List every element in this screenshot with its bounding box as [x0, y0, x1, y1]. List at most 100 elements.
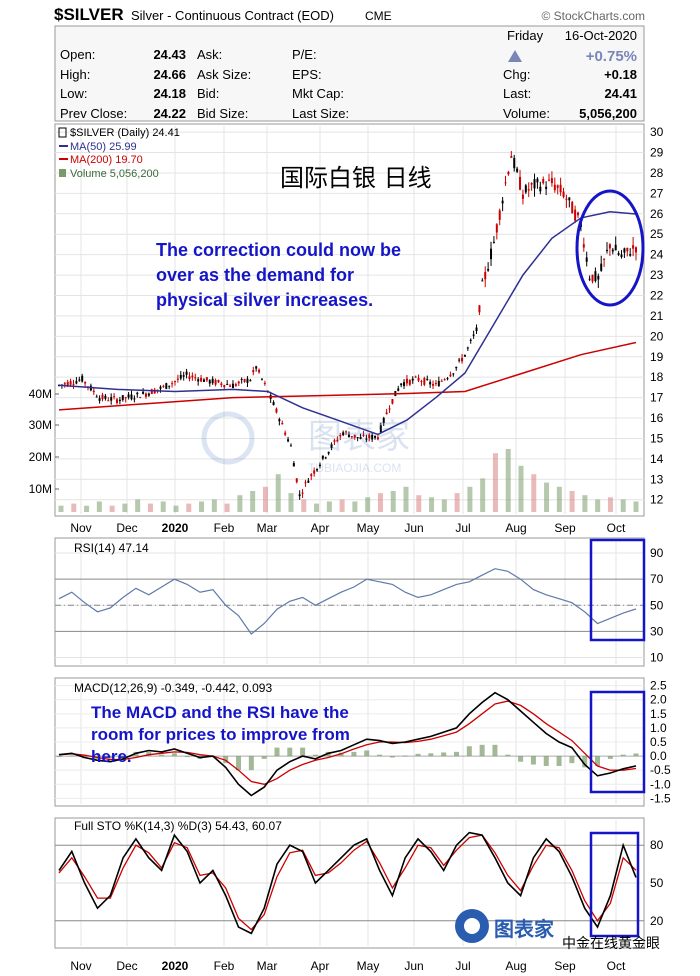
rsi-highlight-box	[589, 538, 646, 642]
macd-histogram-bar	[261, 756, 267, 759]
price-candle	[171, 383, 174, 385]
price-candle	[81, 375, 84, 382]
price-tick-20: 20	[650, 329, 664, 343]
price-candle	[345, 431, 348, 433]
legend-volume: Volume 5,056,200	[70, 168, 159, 180]
price-candle	[516, 168, 519, 172]
price-candle	[353, 434, 356, 438]
macd-histogram-bar	[69, 755, 75, 757]
price-candle	[632, 245, 635, 249]
price-candle	[603, 258, 606, 260]
price-tick-29: 29	[650, 146, 664, 160]
price-candle	[359, 437, 362, 439]
price-candle	[577, 212, 580, 216]
macd-histogram-bar	[543, 756, 549, 766]
volume-bar	[109, 505, 115, 512]
last-size-label: Last Size:	[292, 106, 349, 121]
price-candle	[292, 463, 295, 467]
price-candle	[571, 201, 574, 214]
price-candle	[437, 380, 440, 387]
volume-bar	[595, 499, 601, 512]
legend-price: $SILVER (Daily) 24.41	[70, 127, 180, 139]
price-candle	[272, 402, 275, 406]
volume-bar	[607, 497, 613, 512]
price-candle	[408, 379, 411, 385]
month-label-Nov: Nov	[70, 521, 91, 535]
correction-note-line1: The correction could now be	[156, 240, 401, 260]
price-tick-22: 22	[650, 288, 664, 302]
eps-label: EPS:	[292, 67, 322, 82]
volume-bar	[160, 501, 166, 512]
month-label-Feb: Feb	[214, 521, 235, 535]
prev-close-value: 24.22	[153, 106, 186, 121]
last-label: Last:	[503, 86, 531, 101]
price-candle	[382, 417, 385, 423]
volume-bar	[531, 474, 537, 512]
ma50-line	[58, 211, 637, 436]
volume-label: Volume:	[503, 106, 550, 121]
volume-bar	[480, 478, 486, 512]
prev-close-label: Prev Close:	[60, 106, 127, 121]
macd-note-line3: here.	[91, 747, 132, 766]
macd-histogram-bar	[236, 756, 242, 771]
price-candle	[156, 389, 159, 391]
month-label-Aug: Aug	[505, 521, 526, 535]
price-candle	[519, 176, 522, 190]
price-candle	[182, 375, 185, 377]
ask-label: Ask:	[197, 47, 222, 62]
svg-text:TUBIAOJIA.COM: TUBIAOJIA.COM	[308, 461, 401, 475]
price-candle	[484, 272, 487, 280]
price-candle	[420, 381, 423, 383]
price-candle	[147, 393, 150, 396]
price-candle	[562, 191, 565, 197]
price-candle	[289, 445, 292, 447]
macd-histogram-bar	[300, 747, 306, 757]
volume-bar	[301, 499, 307, 512]
price-candle	[339, 435, 342, 437]
rsi-tick-30: 30	[650, 624, 664, 638]
price-tick-27: 27	[650, 186, 664, 200]
price-candle	[472, 334, 475, 336]
chg-label: Chg:	[503, 67, 530, 82]
price-tick-17: 17	[650, 391, 664, 405]
macd-histogram-bar	[441, 752, 447, 757]
price-candle	[78, 379, 81, 381]
price-tick-24: 24	[650, 248, 664, 262]
macd-histogram-bar	[518, 756, 524, 762]
price-candle	[443, 379, 446, 381]
volume-bar	[135, 499, 141, 512]
month-label-bottom-Mar: Mar	[257, 959, 278, 973]
macd-histogram-bar	[274, 747, 280, 757]
price-tick-23: 23	[650, 268, 664, 282]
macd-histogram-bar	[287, 747, 293, 757]
macd-histogram-bar	[364, 750, 370, 757]
price-candle	[490, 248, 493, 260]
macd-title: MACD(12,26,9) -0.349, -0.442, 0.093	[74, 681, 272, 695]
month-label-bottom-Jul: Jul	[455, 959, 470, 973]
macd-tick--1: -1.0	[650, 777, 671, 791]
macd-histogram-bar	[505, 754, 511, 757]
price-candle	[136, 392, 139, 395]
low-label: Low:	[60, 86, 87, 101]
macd-histogram-bar	[56, 756, 62, 758]
volume-bar	[262, 486, 268, 512]
price-candle	[229, 385, 232, 387]
legend-ma50: MA(50) 25.99	[70, 141, 137, 153]
price-candle	[617, 253, 620, 255]
price-candle	[629, 254, 632, 256]
volume-bar	[275, 474, 281, 512]
month-label-bottom-May: May	[357, 959, 380, 973]
price-candle	[368, 434, 371, 439]
price-candle	[208, 380, 211, 384]
price-candle	[469, 339, 472, 341]
price-candle	[63, 383, 66, 385]
pe-label: P/E:	[292, 47, 317, 62]
rsi-tick-70: 70	[650, 572, 664, 586]
price-candle	[72, 383, 75, 385]
price-candle	[504, 182, 507, 184]
macd-histogram-bar	[351, 751, 357, 757]
source-credit[interactable]: © StockCharts.com	[541, 9, 645, 23]
sto-k-line	[58, 831, 637, 935]
indicator-layer: RSI(14) 47.14 MACD(12,26,9) -0.349, -0.44…	[56, 541, 639, 935]
price-candle	[316, 468, 319, 471]
